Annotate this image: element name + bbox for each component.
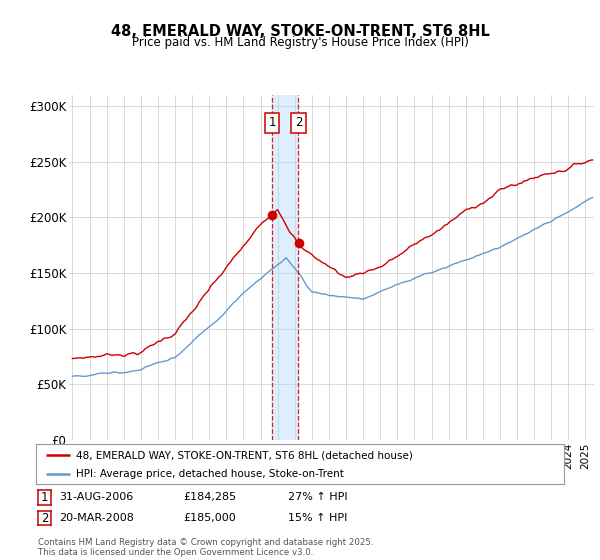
Text: 48, EMERALD WAY, STOKE-ON-TRENT, ST6 8HL (detached house): 48, EMERALD WAY, STOKE-ON-TRENT, ST6 8HL… [76,450,412,460]
Text: Price paid vs. HM Land Registry's House Price Index (HPI): Price paid vs. HM Land Registry's House … [131,36,469,49]
Text: 31-AUG-2006: 31-AUG-2006 [59,492,133,502]
Text: 1: 1 [268,116,276,129]
Text: 15% ↑ HPI: 15% ↑ HPI [288,513,347,523]
Text: £185,000: £185,000 [183,513,236,523]
Text: Contains HM Land Registry data © Crown copyright and database right 2025.
This d: Contains HM Land Registry data © Crown c… [38,538,373,557]
Bar [272,95,298,440]
Text: 2: 2 [295,116,302,129]
Text: 20-MAR-2008: 20-MAR-2008 [59,513,134,523]
Text: £184,285: £184,285 [183,492,236,502]
Text: HPI: Average price, detached house, Stoke-on-Trent: HPI: Average price, detached house, Stok… [76,469,343,479]
Text: 2: 2 [41,511,48,525]
Text: 27% ↑ HPI: 27% ↑ HPI [288,492,347,502]
Text: 1: 1 [41,491,48,504]
Text: 48, EMERALD WAY, STOKE-ON-TRENT, ST6 8HL: 48, EMERALD WAY, STOKE-ON-TRENT, ST6 8HL [110,24,490,39]
